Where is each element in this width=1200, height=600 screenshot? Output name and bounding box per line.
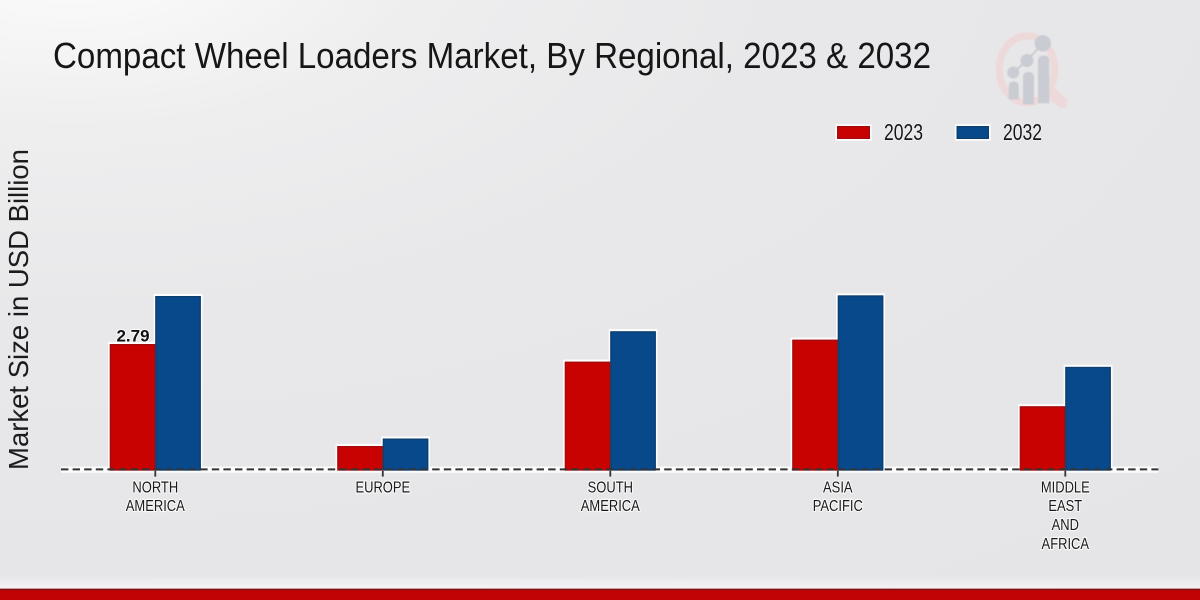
svg-text:AMERICA: AMERICA	[126, 498, 185, 516]
svg-text:AFRICA: AFRICA	[1042, 536, 1090, 554]
svg-text:ASIA: ASIA	[823, 479, 853, 497]
svg-text:PACIFIC: PACIFIC	[813, 498, 863, 516]
svg-text:AMERICA: AMERICA	[581, 498, 640, 516]
svg-text:2.79: 2.79	[117, 327, 150, 346]
svg-text:Market Size in USD Billion: Market Size in USD Billion	[3, 149, 34, 470]
svg-text:AND: AND	[1052, 517, 1079, 535]
svg-text:EAST: EAST	[1048, 498, 1082, 516]
svg-text:EUROPE: EUROPE	[355, 479, 410, 497]
svg-text:MIDDLE: MIDDLE	[1041, 479, 1090, 497]
svg-text:2023: 2023	[884, 119, 923, 145]
svg-text:NORTH: NORTH	[132, 479, 178, 497]
svg-text:SOUTH: SOUTH	[588, 479, 633, 497]
svg-text:Compact Wheel Loaders Market,: Compact Wheel Loaders Market, By Regiona…	[53, 35, 931, 76]
svg-text:2032: 2032	[1003, 119, 1042, 145]
